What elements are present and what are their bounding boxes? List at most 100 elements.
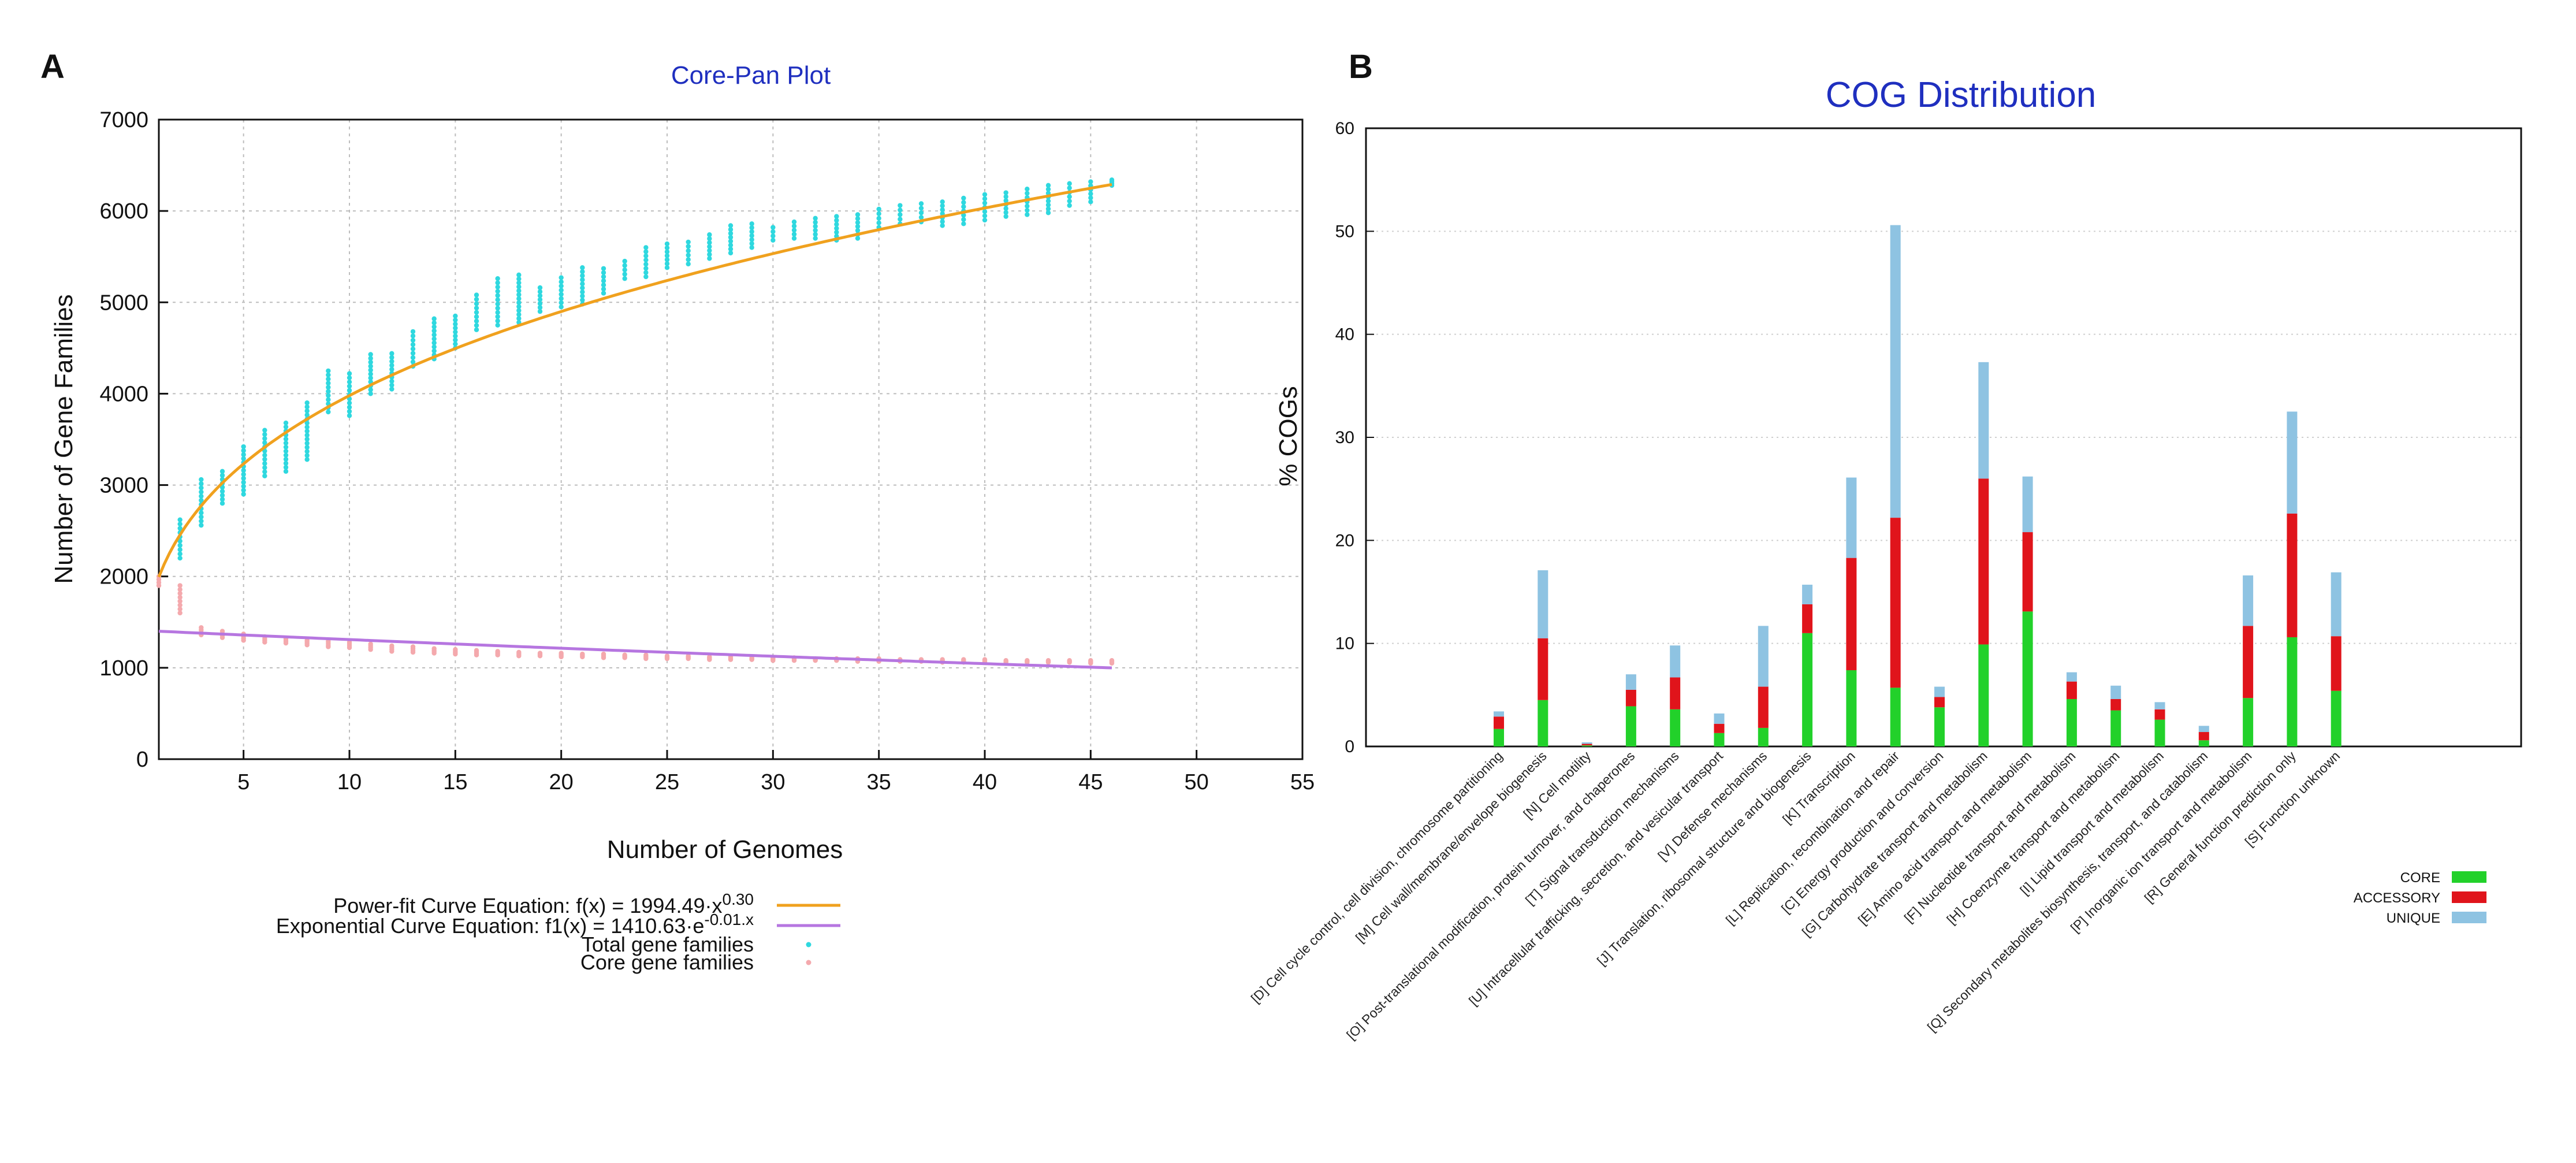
total-gene-points [177,177,1115,561]
cog-bar-core [2110,710,2121,746]
core-gene-point [559,651,564,656]
total-gene-point [453,317,458,323]
total-gene-point [389,387,394,392]
total-gene-point [241,456,246,461]
core-gene-point [1045,658,1051,663]
core-gene-point [453,647,458,652]
total-gene-point [961,217,966,222]
core-pan-x-tick-label: 20 [549,770,574,794]
total-gene-point [622,258,627,264]
total-gene-point [453,313,458,319]
total-gene-point [368,367,373,373]
cog-bar-accessory [1890,518,1901,688]
cog-bars [1494,225,2342,746]
total-gene-point [304,429,310,434]
total-gene-point [791,228,797,233]
total-gene-point [283,448,289,454]
total-gene-point [347,375,352,381]
total-gene-point [791,236,797,241]
cog-bar-unique [2066,672,2077,682]
total-gene-point [410,346,416,352]
total-gene-point [728,231,734,236]
total-gene-point [262,440,267,445]
total-gene-point [389,359,394,364]
cog-bar-accessory [1978,478,1989,645]
total-gene-point [410,355,416,361]
total-gene-point [516,304,522,309]
total-gene-point [791,219,797,225]
total-gene-point [347,371,352,376]
cog-y-tick-label: 40 [1335,325,1354,344]
total-gene-point [643,249,649,254]
total-gene-point [474,323,479,328]
cog-bar-core [2198,740,2209,746]
total-gene-point [177,517,183,522]
core-gene-point [580,651,585,657]
total-gene-point [199,514,204,519]
total-gene-point [643,257,649,263]
total-gene-point [283,444,289,450]
total-gene-point [326,376,331,382]
total-gene-point [707,256,712,261]
total-gene-point [537,297,543,302]
total-gene-point [304,457,310,462]
cog-legend-label: ACCESSORY [2354,890,2440,906]
total-gene-point [219,493,225,498]
core-pan-plot-frame [158,118,1304,760]
total-gene-point [770,237,776,243]
total-gene-point [326,381,331,386]
cog-bar-accessory [1670,677,1681,709]
cog-bar-accessory [2198,732,2209,741]
total-gene-point [177,526,183,531]
total-gene-point [876,220,881,225]
total-gene-point [834,225,839,231]
core-pan-legend-exponent: 0.30 [723,890,754,908]
cog-bar-unique [1538,570,1548,638]
total-gene-point [199,477,204,482]
total-gene-point [622,276,627,281]
total-gene-point [262,460,267,466]
cog-y-tick-label: 60 [1335,119,1354,138]
cog-bar-unique [2287,411,2298,514]
total-gene-point [1045,187,1051,192]
total-gene-point [1025,191,1030,196]
cog-bar-core [1670,709,1681,746]
total-gene-point [389,363,394,368]
total-gene-point [177,551,183,556]
total-gene-point [262,456,267,462]
total-gene-point [474,292,479,298]
total-gene-point [326,368,331,374]
core-gene-point [601,651,606,657]
total-gene-point [855,224,861,229]
total-gene-point [431,344,437,350]
total-gene-point [601,287,606,292]
total-gene-point [537,301,543,306]
cog-bar-unique [1890,225,1901,518]
total-gene-point [283,440,289,446]
total-gene-point [347,408,352,414]
total-gene-point [643,262,649,267]
cog-bar-unique [1494,711,1504,717]
core-gene-point [537,651,543,656]
cog-bar-core [2287,637,2298,746]
total-gene-point [474,305,479,311]
core-pan-legend-label: Total gene families [582,932,754,956]
total-gene-point [559,275,564,280]
core-pan-x-ticks: 5 10 15 20 25 30 35 40 45 50 55 [237,750,1315,794]
core-gene-point [474,648,479,653]
panel-a: A Core-Pan Plot 0 1000 2000 3000 4000 5000 600… [40,48,1315,974]
total-gene-point [1067,194,1072,199]
total-gene-point [199,489,204,495]
core-pan-y-tick-label: 0 [136,748,148,772]
total-gene-point [728,250,734,256]
cog-y-ticks: 0 10 20 30 40 50 60 [1335,119,1374,756]
cog-bar-unique [2331,572,2342,637]
total-gene-point [643,270,649,275]
total-gene-point [389,378,394,384]
core-pan-legend-exponent: -0.01.x [704,911,754,928]
cog-bar-unique [2243,575,2254,626]
total-gene-point [431,336,437,341]
total-gene-point [770,225,776,230]
cog-y-tick-label: 20 [1335,531,1354,550]
